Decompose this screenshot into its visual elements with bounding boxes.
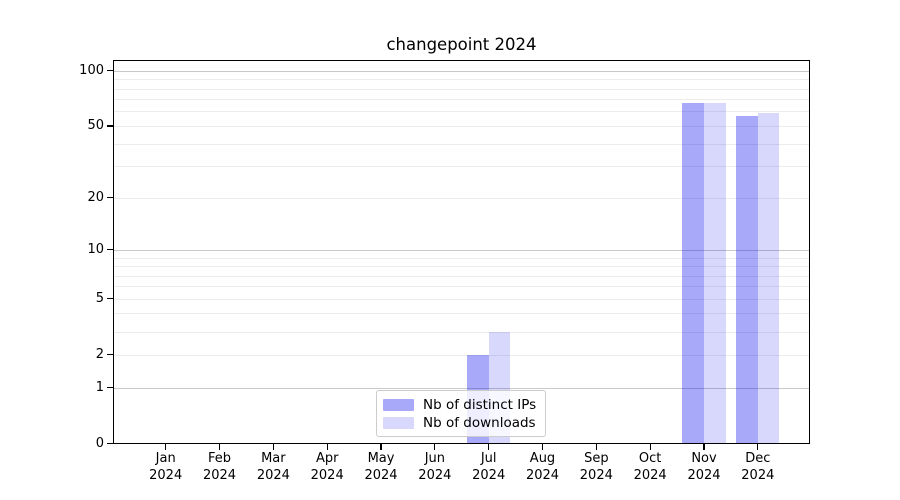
x-tick-label: May 2024 (364, 451, 398, 483)
gridline-minor (113, 88, 810, 90)
x-tick-label: Dec 2024 (741, 451, 775, 483)
x-tick-mark (595, 444, 597, 450)
x-tick-label: Jun 2024 (418, 451, 452, 483)
gridline-major (113, 70, 810, 72)
gridline-minor (113, 79, 810, 81)
legend-entry-distinct-ips: Nb of distinct IPs (383, 396, 537, 414)
x-tick-mark (272, 444, 274, 450)
gridline-minor (113, 111, 810, 113)
y-tick-label: 100 (79, 62, 104, 78)
x-tick-mark (380, 444, 382, 450)
gridline-major (113, 387, 810, 389)
bar-nb-of-downloads-nov-2024 (704, 102, 726, 444)
legend-swatch-distinct-ips (383, 399, 414, 411)
x-tick-mark (165, 444, 167, 450)
gridline-minor (113, 99, 810, 101)
y-tick-label: 2 (95, 346, 104, 362)
x-tick-label: Sep 2024 (579, 451, 613, 483)
x-tick-label: Mar 2024 (256, 451, 290, 483)
y-tick-mark (107, 249, 113, 251)
y-tick-label: 10 (87, 241, 104, 257)
y-tick-label: 5 (95, 290, 104, 306)
y-tick-mark (107, 354, 113, 356)
bar-nb-of-distinct-ips-nov-2024 (682, 102, 704, 444)
legend-swatch-downloads (383, 417, 414, 429)
legend-entry-downloads: Nb of downloads (383, 414, 537, 432)
legend-label-downloads: Nb of downloads (423, 415, 536, 431)
legend-label-distinct-ips: Nb of distinct IPs (423, 397, 537, 413)
x-tick-label: Jan 2024 (149, 451, 183, 483)
y-tick-mark (107, 125, 113, 127)
x-tick-mark (218, 444, 221, 450)
x-tick-mark (326, 444, 328, 450)
plot-area: Nb of distinct IPs Nb of downloads (113, 60, 810, 444)
bar-nb-of-distinct-ips-dec-2024 (736, 115, 758, 444)
x-tick-mark (541, 444, 544, 450)
x-tick-label: Nov 2024 (687, 451, 721, 483)
gridline-minor (113, 331, 810, 333)
x-tick-label: Feb 2024 (202, 451, 237, 483)
gridline-minor (113, 298, 810, 300)
gridline-minor (113, 313, 810, 315)
x-tick-mark (649, 444, 651, 450)
gridline-minor (113, 125, 810, 127)
x-tick-mark (757, 444, 759, 450)
x-tick-label: Oct 2024 (633, 451, 667, 483)
gridline-minor (113, 275, 810, 277)
gridline-minor (113, 266, 810, 267)
x-tick-label: Aug 2024 (525, 451, 560, 483)
y-tick-label: 20 (87, 189, 104, 205)
legend: Nb of distinct IPs Nb of downloads (376, 390, 546, 437)
y-tick-label: 50 (87, 117, 104, 133)
y-tick-mark (107, 70, 113, 72)
x-tick-label: Apr 2024 (310, 451, 344, 483)
y-tick-mark (107, 298, 113, 300)
x-tick-mark (434, 444, 436, 450)
gridline-minor (113, 286, 810, 288)
chart-title: changepoint 2024 (386, 35, 537, 54)
y-tick-label: 1 (95, 379, 104, 395)
gridline-minor (113, 354, 810, 356)
y-tick-mark (107, 196, 113, 199)
y-tick-mark (107, 386, 113, 389)
gridline-major (113, 249, 810, 251)
x-tick-label: Jul 2024 (472, 451, 506, 483)
gridline-minor (113, 257, 810, 259)
y-tick-label: 0 (95, 435, 104, 451)
gridline-minor (113, 197, 810, 199)
x-tick-mark (488, 444, 490, 450)
gridline-minor (113, 143, 810, 145)
gridline-minor (113, 166, 810, 168)
bar-nb-of-downloads-dec-2024 (757, 112, 780, 444)
x-tick-mark (703, 444, 705, 450)
y-tick-mark (107, 442, 113, 445)
